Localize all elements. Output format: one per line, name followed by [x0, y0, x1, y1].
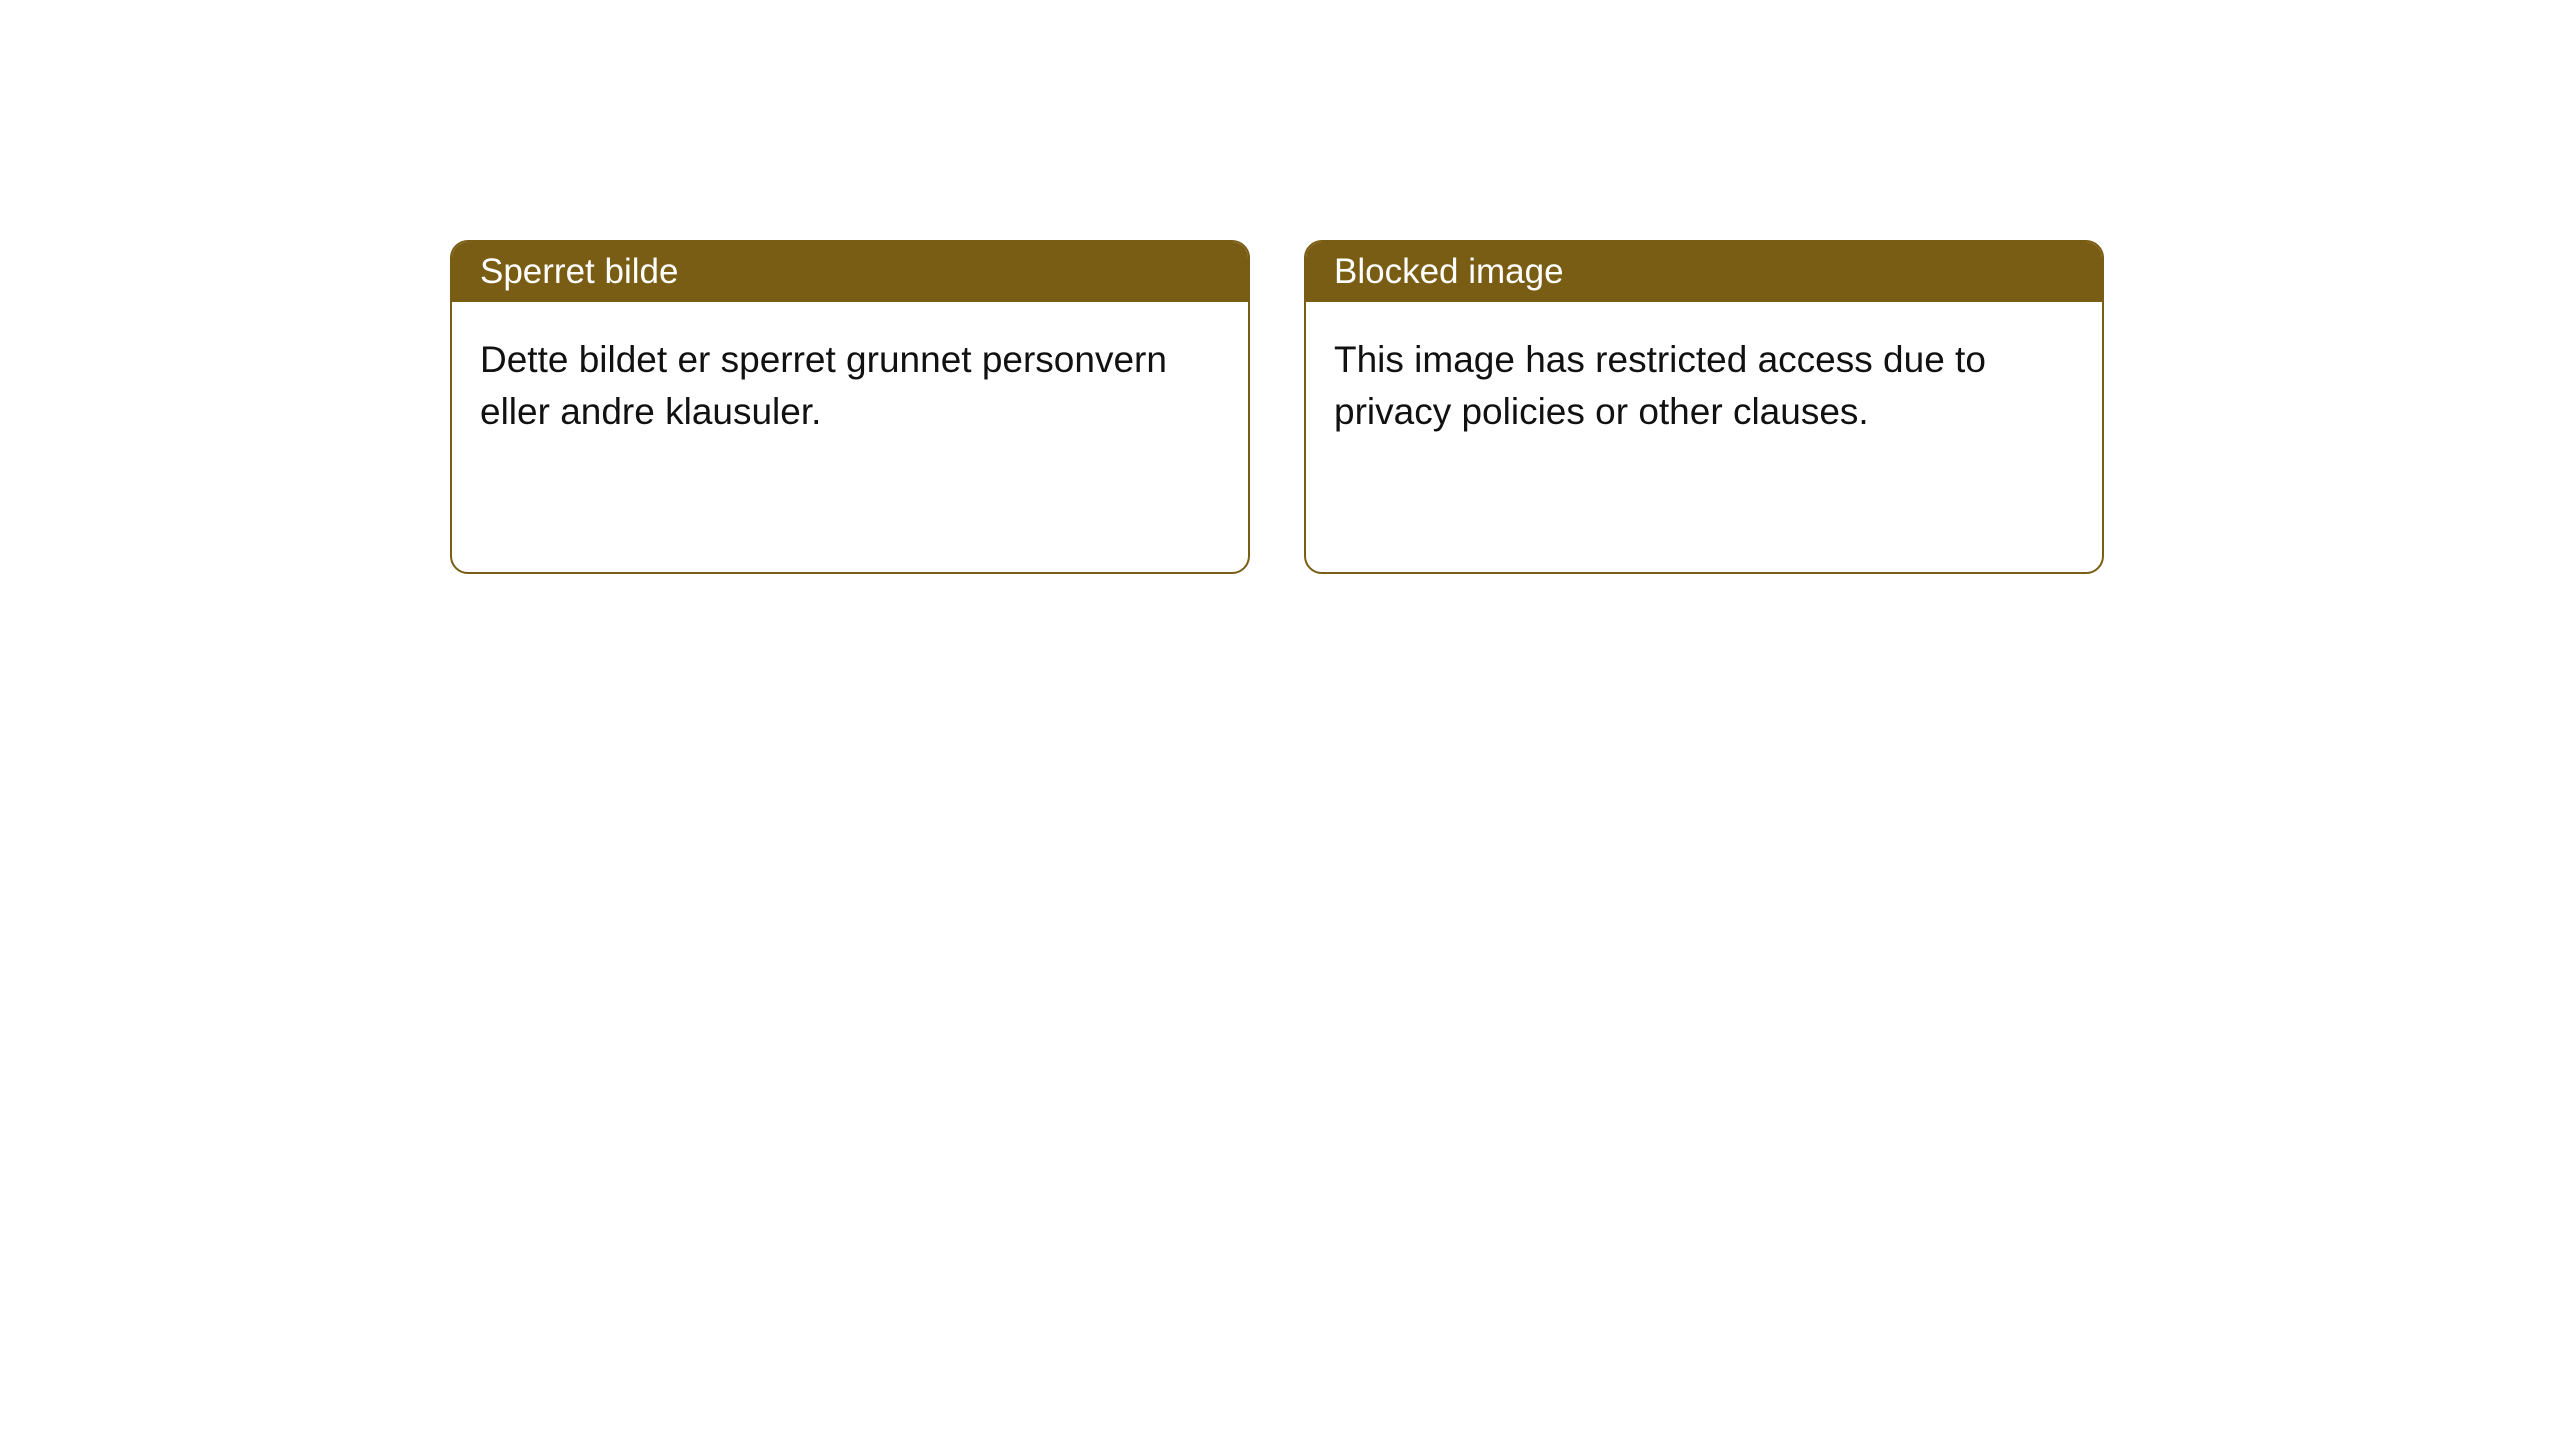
notice-body: This image has restricted access due to …: [1306, 302, 2102, 470]
notice-body: Dette bildet er sperret grunnet personve…: [452, 302, 1248, 470]
notice-header-text: Sperret bilde: [480, 252, 678, 291]
notice-box-norwegian: Sperret bilde Dette bildet er sperret gr…: [450, 240, 1250, 574]
notice-header: Blocked image: [1306, 242, 2102, 302]
notice-body-text: Dette bildet er sperret grunnet personve…: [480, 339, 1167, 432]
notice-box-english: Blocked image This image has restricted …: [1304, 240, 2104, 574]
notice-container: Sperret bilde Dette bildet er sperret gr…: [0, 0, 2560, 574]
notice-header-text: Blocked image: [1334, 252, 1564, 291]
notice-body-text: This image has restricted access due to …: [1334, 339, 1986, 432]
notice-header: Sperret bilde: [452, 242, 1248, 302]
